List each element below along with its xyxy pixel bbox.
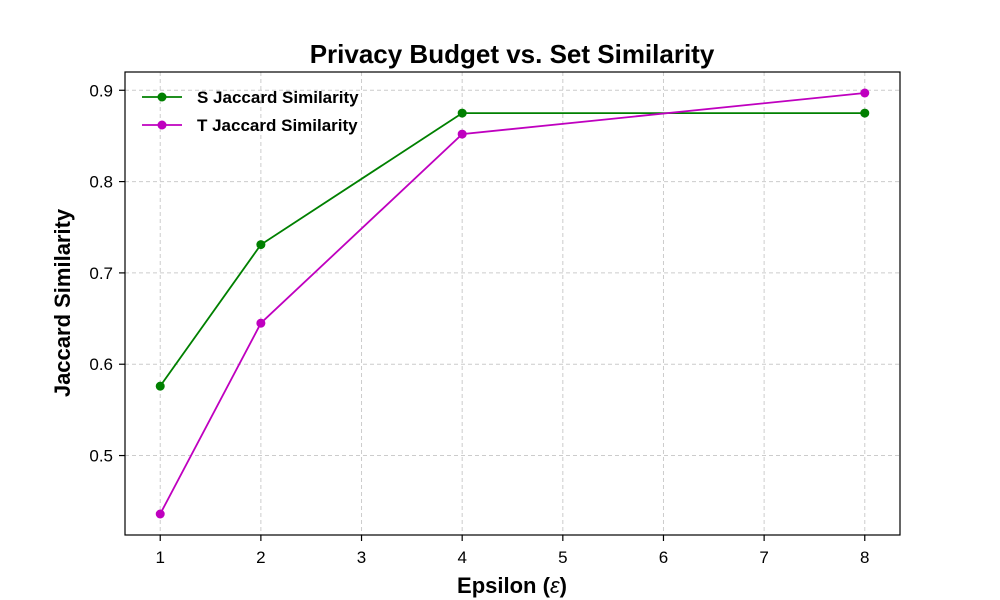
x-tick-label: 1	[155, 548, 164, 567]
series-2-point	[256, 318, 266, 328]
series-line-2	[159, 92, 865, 515]
grid	[125, 72, 900, 535]
legend-label-1: S Jaccard Similarity	[197, 88, 359, 107]
series-1-point	[860, 108, 870, 118]
series-1-point	[256, 240, 266, 250]
x-tick-label: 4	[457, 548, 466, 567]
x-tick-label: 8	[860, 548, 869, 567]
x-axis-label-symbol: ε	[550, 573, 560, 598]
legend-label-2: T Jaccard Similarity	[197, 116, 358, 135]
y-tick-label: 0.7	[89, 264, 113, 283]
chart-title: Privacy Budget vs. Set Similarity	[310, 39, 715, 69]
x-tick-label: 2	[256, 548, 265, 567]
x-axis: 1 2 3 4 5 6 7 8	[155, 535, 870, 567]
series-1-point	[457, 108, 467, 118]
x-tick-label: 5	[558, 548, 567, 567]
x-tick-label: 7	[759, 548, 768, 567]
x-tick-label: 3	[357, 548, 366, 567]
legend: S Jaccard Similarity T Jaccard Similarity	[142, 88, 359, 135]
y-axis-label: Jaccard Similarity	[50, 208, 75, 397]
x-axis-label-text: Epsilon (	[457, 573, 551, 598]
series-1-point	[155, 381, 165, 391]
plot-area-frame	[124, 71, 901, 536]
y-tick-label: 0.8	[89, 173, 113, 192]
series-line-1	[159, 112, 865, 387]
series-2-point	[457, 129, 467, 139]
series-layer	[155, 88, 870, 519]
x-axis-label-suffix: )	[560, 573, 567, 598]
y-tick-label: 0.5	[89, 447, 113, 466]
legend-marker-2	[157, 120, 167, 130]
y-tick-label: 0.6	[89, 355, 113, 374]
x-axis-label: Epsilon (ε)	[457, 573, 567, 598]
legend-marker-1	[157, 92, 167, 102]
y-axis: 0.5 0.6 0.7 0.8 0.9	[89, 81, 125, 466]
y-tick-label: 0.9	[89, 81, 113, 100]
series-2-point	[860, 88, 870, 98]
x-tick-label: 6	[659, 548, 668, 567]
series-2-point	[155, 509, 165, 519]
